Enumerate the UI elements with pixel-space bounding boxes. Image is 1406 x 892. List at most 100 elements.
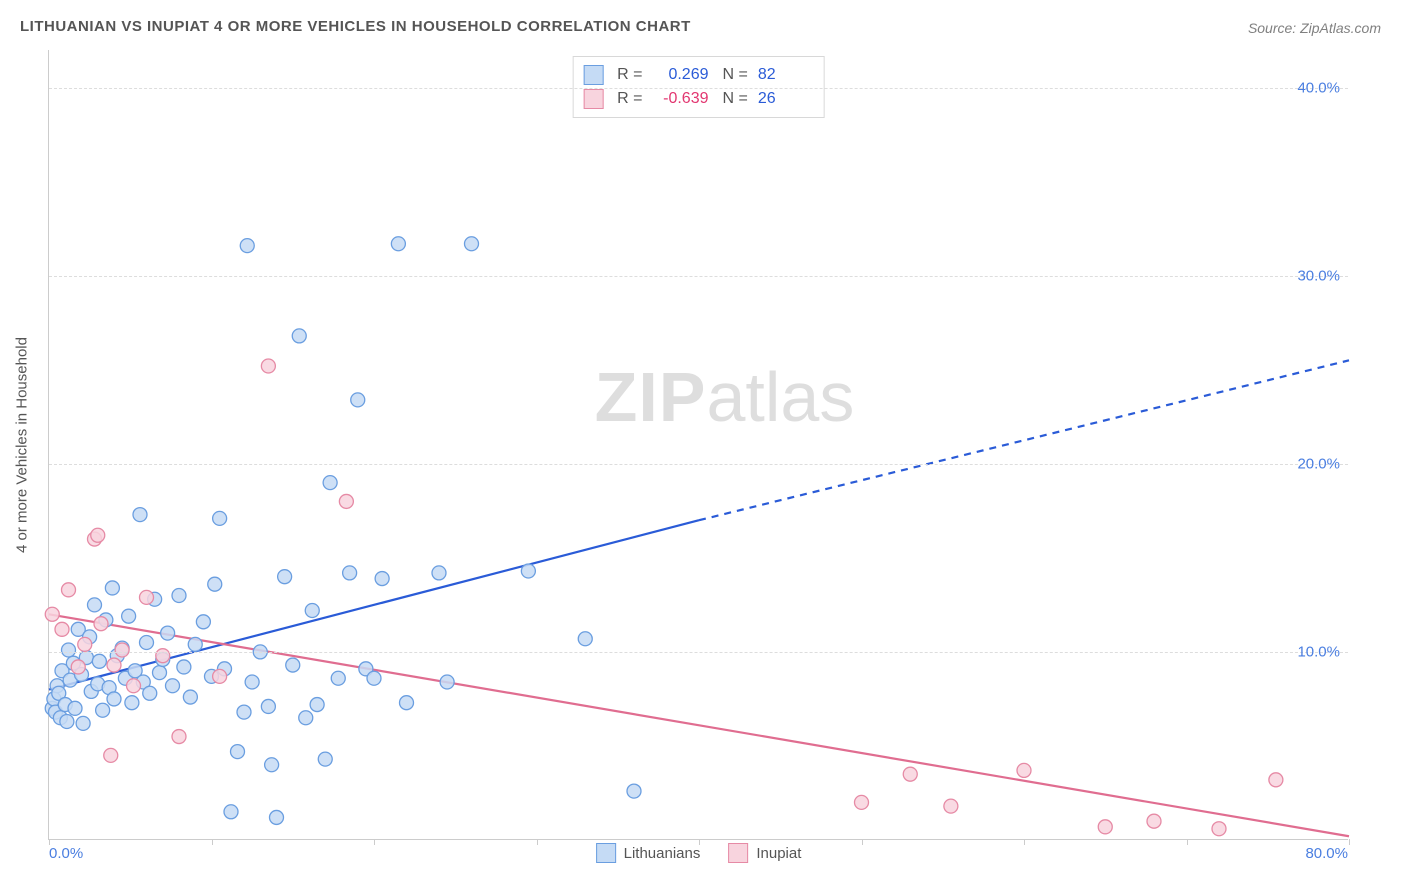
point-lith [432, 566, 446, 580]
point-lith [92, 654, 106, 668]
swatch-inu [728, 843, 748, 863]
y-tick-label: 40.0% [1297, 79, 1340, 96]
point-lith [240, 239, 254, 253]
point-inu [115, 643, 129, 657]
point-lith [318, 752, 332, 766]
point-lith [161, 626, 175, 640]
legend-item-lith: Lithuanians [596, 843, 701, 863]
point-inu [1017, 763, 1031, 777]
y-tick-label: 30.0% [1297, 267, 1340, 284]
point-lith [125, 696, 139, 710]
point-lith [343, 566, 357, 580]
legend-item-inu: Inupiat [728, 843, 801, 863]
point-lith [305, 604, 319, 618]
point-lith [440, 675, 454, 689]
point-lith [391, 237, 405, 251]
regression-line-inu [49, 614, 1349, 836]
gridline-h [49, 276, 1348, 277]
n-value-lith: 82 [758, 66, 814, 84]
plot-svg [49, 50, 1348, 839]
x-tick [1187, 839, 1188, 845]
point-lith [213, 511, 227, 525]
n-label: N = [723, 90, 748, 108]
point-lith [153, 666, 167, 680]
x-tick [699, 839, 700, 845]
point-lith [270, 810, 284, 824]
point-lith [521, 564, 535, 578]
point-inu [339, 494, 353, 508]
r-value-lith: 0.269 [653, 66, 709, 84]
point-inu [944, 799, 958, 813]
point-lith [278, 570, 292, 584]
point-lith [107, 692, 121, 706]
point-inu [1098, 820, 1112, 834]
point-lith [166, 679, 180, 693]
r-label: R = [617, 90, 642, 108]
gridline-h [49, 88, 1348, 89]
point-lith [143, 686, 157, 700]
point-lith [231, 745, 245, 759]
swatch-lith [583, 65, 603, 85]
point-inu [55, 622, 69, 636]
r-label: R = [617, 66, 642, 84]
point-lith [578, 632, 592, 646]
point-inu [45, 607, 59, 621]
gridline-h [49, 652, 1348, 653]
point-lith [105, 581, 119, 595]
point-lith [331, 671, 345, 685]
point-inu [140, 590, 154, 604]
point-lith [299, 711, 313, 725]
point-lith [286, 658, 300, 672]
x-origin-label: 0.0% [49, 845, 83, 862]
x-tick [1349, 839, 1350, 845]
point-inu [94, 617, 108, 631]
source-label: Source: [1248, 20, 1300, 36]
point-lith [245, 675, 259, 689]
legend-row-lith: R = 0.269 N = 82 [583, 63, 814, 87]
point-lith [351, 393, 365, 407]
legend-label-lith: Lithuanians [624, 845, 701, 862]
point-inu [156, 649, 170, 663]
point-lith [196, 615, 210, 629]
x-tick [374, 839, 375, 845]
plot-area: ZIPatlas R =0.269N =82R =-0.639N =26 0.0… [48, 50, 1348, 840]
point-lith [76, 716, 90, 730]
point-lith [400, 696, 414, 710]
point-inu [213, 669, 227, 683]
n-label: N = [723, 66, 748, 84]
gridline-h [49, 464, 1348, 465]
swatch-inu [583, 89, 603, 109]
x-tick [862, 839, 863, 845]
point-lith [68, 701, 82, 715]
point-lith [62, 643, 76, 657]
point-inu [127, 679, 141, 693]
legend-row-inu: R =-0.639N =26 [583, 87, 814, 111]
y-tick-label: 10.0% [1297, 643, 1340, 660]
point-lith [60, 715, 74, 729]
n-value-inu: 26 [758, 90, 814, 108]
y-tick-label: 20.0% [1297, 455, 1340, 472]
point-lith [367, 671, 381, 685]
point-inu [1147, 814, 1161, 828]
point-inu [62, 583, 76, 597]
point-lith [188, 637, 202, 651]
point-lith [183, 690, 197, 704]
point-inu [172, 730, 186, 744]
point-inu [78, 637, 92, 651]
chart-title: LITHUANIAN VS INUPIAT 4 OR MORE VEHICLES… [20, 18, 691, 35]
series-legend: Lithuanians Inupiat [596, 843, 802, 863]
point-inu [1212, 822, 1226, 836]
point-lith [208, 577, 222, 591]
swatch-lith [596, 843, 616, 863]
point-inu [1269, 773, 1283, 787]
point-inu [903, 767, 917, 781]
regression-line-dashed-lith [699, 360, 1349, 520]
x-tick [537, 839, 538, 845]
point-lith [177, 660, 191, 674]
x-tick [212, 839, 213, 845]
point-inu [107, 658, 121, 672]
y-axis-title: 4 or more Vehicles in Household [14, 337, 31, 553]
point-inu [855, 795, 869, 809]
point-lith [465, 237, 479, 251]
point-lith [88, 598, 102, 612]
